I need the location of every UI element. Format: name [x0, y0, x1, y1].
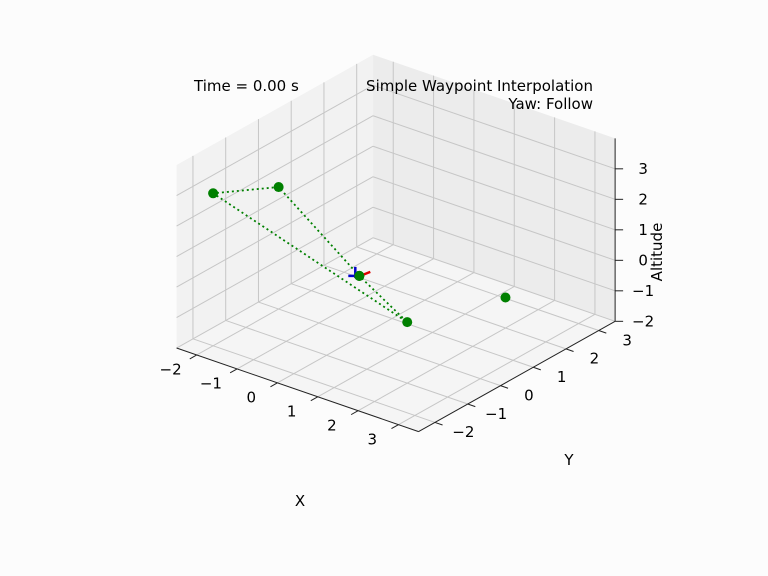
z-tick-label: 1 — [638, 221, 648, 239]
z-tick-label: 0 — [638, 251, 648, 269]
grid-y-floor — [356, 246, 599, 331]
grid-z-back — [372, 84, 616, 170]
grid-lines — [176, 61, 616, 426]
y-tick — [533, 366, 541, 371]
grid-z-back — [372, 176, 616, 261]
grid-z-left — [176, 115, 374, 227]
grid-y-floor — [291, 283, 534, 368]
x-tick-label: 0 — [246, 389, 256, 407]
x-axis-line — [176, 347, 419, 433]
grid-z-back — [372, 206, 616, 292]
waypoint-marker — [273, 182, 284, 193]
x-tick-label: −2 — [160, 361, 182, 379]
grid-z-left — [176, 176, 374, 288]
y-axis-line — [418, 320, 616, 433]
y-tick-label: 3 — [622, 331, 632, 349]
grid-z-left — [176, 206, 374, 318]
x-tick — [270, 382, 278, 388]
y-tick-label: 2 — [590, 350, 600, 368]
z-axis-label: Altitude — [648, 223, 666, 282]
grid-z-left — [176, 237, 374, 349]
z-tick-label: 2 — [638, 190, 648, 208]
y-tick-label: 1 — [557, 368, 567, 386]
z-tick-label: 3 — [638, 160, 648, 178]
grid-z-back — [372, 115, 616, 200]
x-tick — [229, 368, 238, 374]
tick-marks — [189, 168, 624, 429]
grid-x-floor — [357, 299, 555, 412]
waypoint-marker — [402, 317, 413, 328]
grid-z-back — [372, 145, 616, 231]
grid-z-left — [176, 84, 374, 196]
drone-center — [354, 270, 365, 281]
waypoint-marker — [500, 292, 511, 303]
y-tick-label: −2 — [452, 423, 474, 441]
drone-marker — [348, 266, 371, 281]
y-tick — [565, 348, 574, 352]
grid-x-floor — [196, 244, 394, 356]
x-tick-label: −1 — [200, 375, 222, 393]
pane-floor — [176, 237, 616, 432]
grid-y-floor — [192, 338, 436, 423]
y-tick — [598, 330, 607, 334]
grid-x-floor — [277, 272, 475, 384]
y-axis-label: Y — [563, 451, 574, 469]
x-tick-label: 2 — [327, 416, 337, 434]
y-tick-label: 0 — [524, 386, 534, 404]
x-tick — [189, 354, 197, 360]
y-tick — [500, 385, 509, 389]
grid-y-floor — [258, 301, 501, 387]
x-axis-label: X — [295, 492, 305, 510]
z-tick-label: −1 — [632, 282, 654, 300]
time-label: Time = 0.00 s — [193, 77, 299, 95]
x-tick — [350, 410, 359, 416]
grid-y-floor — [225, 319, 468, 405]
x-tick — [310, 396, 319, 402]
x-tick-label: 3 — [368, 430, 378, 448]
y-tick — [467, 403, 476, 408]
chart-subtitle: Yaw: Follow — [507, 95, 593, 113]
grid-x-floor — [398, 313, 596, 426]
x-tick-label: 1 — [287, 402, 297, 420]
chart-title: Simple Waypoint Interpolation — [366, 77, 593, 95]
grid-z-left — [176, 145, 374, 257]
grid-x-floor — [317, 286, 515, 398]
x-tick — [391, 424, 399, 429]
z-tick-label: −2 — [632, 312, 654, 330]
grid-y-floor — [323, 264, 567, 350]
y-tick-label: −1 — [485, 405, 507, 423]
grid-x-floor — [236, 258, 434, 370]
grid-z-back — [372, 237, 616, 322]
y-tick — [434, 421, 443, 426]
waypoint-marker — [208, 188, 219, 199]
